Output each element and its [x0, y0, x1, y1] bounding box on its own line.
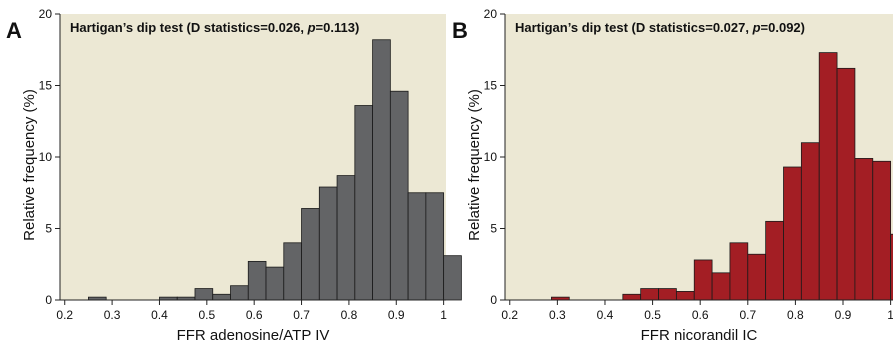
x-tick-label: 0.8: [341, 308, 358, 322]
x-tick-label: 0.6: [246, 308, 263, 322]
x-tick-label: 0.9: [835, 308, 852, 322]
histogram-bar: [318, 186, 338, 301]
chart-title-text: Hartigan’s dip test (D statistics=0.026,: [70, 20, 308, 35]
chart-title-p: p: [752, 20, 761, 35]
panel-letter: B: [452, 18, 468, 43]
histogram-bar: [747, 253, 767, 301]
histogram-bar: [765, 220, 784, 301]
x-tick-label: 0.7: [739, 308, 756, 322]
x-tick-label: 0.2: [56, 308, 73, 322]
histogram-bar: [230, 285, 249, 301]
y-tick-label: 20: [39, 7, 53, 21]
histogram-bar: [354, 105, 373, 301]
x-tick-label: 1: [887, 308, 893, 322]
histogram-bar: [372, 39, 391, 301]
chart-title: Hartigan’s dip test (D statistics=0.026,…: [70, 20, 359, 35]
x-tick-label: 0.4: [151, 308, 168, 322]
histogram-bar: [283, 242, 302, 301]
x-tick-label: 0.3: [104, 308, 121, 322]
histogram-bar: [675, 291, 695, 301]
histogram-bar: [818, 52, 838, 301]
y-tick-label: 10: [39, 150, 53, 164]
panel-letter: A: [6, 18, 22, 43]
histogram-bar: [872, 160, 892, 301]
chart-title-text: Hartigan’s dip test (D statistics=0.027,: [515, 20, 753, 35]
chart-title: Hartigan’s dip test (D statistics=0.027,…: [515, 20, 805, 35]
y-tick-label: 5: [45, 222, 52, 236]
y-tick-label: 15: [39, 79, 53, 93]
histogram-bar: [336, 175, 356, 301]
histogram-bar: [658, 288, 677, 301]
histogram-bar: [212, 293, 231, 301]
histogram-bar: [890, 233, 893, 301]
x-tick-label: 1: [440, 308, 447, 322]
x-tick-label: 0.2: [501, 308, 518, 322]
x-tick-label: 0.9: [388, 308, 405, 322]
y-axis-label: Relative frequency (%): [21, 89, 38, 241]
x-tick-label: 0.6: [692, 308, 709, 322]
y-tick-label: 5: [490, 222, 497, 236]
y-tick-label: 0: [45, 293, 52, 307]
x-axis-label: FFR adenosine/ATP IV: [177, 327, 330, 344]
histogram-bar: [729, 242, 749, 301]
y-tick-label: 20: [484, 7, 498, 21]
y-axis-label: Relative frequency (%): [466, 89, 483, 241]
x-tick-label: 0.8: [787, 308, 804, 322]
histogram-bar: [836, 67, 856, 301]
histogram-bar: [783, 166, 802, 301]
histogram-bar: [389, 90, 409, 301]
histogram-bar: [443, 255, 462, 301]
histogram-bar: [640, 288, 659, 301]
histogram-bar: [247, 260, 267, 301]
panel-a: 0 5 10 15 20 0.2 0.3 0.4 0.5 0.6 0.7 0.8 0.9 1 FFR ade…: [6, 7, 462, 344]
histogram-bar: [622, 293, 642, 301]
panel-b: 0 5 10 15 20 0.2 0.3 0.4 0.5 0.6 0.7 0.8 0.9 1 FFR nic…: [452, 7, 893, 344]
x-tick-label: 0.3: [549, 308, 566, 322]
histogram-bar: [711, 272, 731, 301]
chart-title-value: =0.113): [316, 20, 360, 35]
y-tick-label: 15: [484, 79, 498, 93]
histogram-bar: [854, 158, 874, 301]
x-axis-label: FFR nicorandil IC: [641, 327, 758, 344]
histogram-bar: [265, 266, 285, 301]
x-tick-label: 0.7: [293, 308, 310, 322]
histogram-bar: [425, 192, 445, 301]
chart-title-p: p: [307, 20, 316, 35]
histogram-bar: [693, 259, 713, 301]
chart-title-value: =0.092): [761, 20, 805, 35]
histogram-bar: [194, 288, 214, 301]
x-tick-label: 0.4: [597, 308, 614, 322]
histogram-bar: [407, 192, 427, 301]
y-tick-label: 10: [484, 150, 498, 164]
histogram-bar: [800, 142, 820, 301]
y-tick-label: 0: [490, 293, 497, 307]
histogram-bar: [301, 208, 320, 301]
x-tick-label: 0.5: [198, 308, 215, 322]
x-tick-label: 0.5: [644, 308, 661, 322]
